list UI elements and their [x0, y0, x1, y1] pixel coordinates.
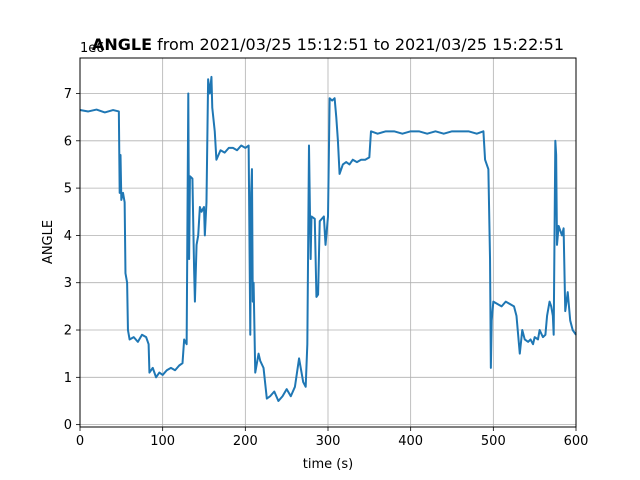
x-tick-label: 0	[76, 434, 84, 449]
y-tick-label: 0	[64, 418, 72, 433]
chart-title-rest: from 2021/03/25 15:12:51 to 2021/03/25 1…	[152, 35, 564, 54]
y-tick-label: 5	[64, 182, 72, 197]
series-line-0	[79, 75, 577, 402]
chart-title: ANGLE from 2021/03/25 15:12:51 to 2021/0…	[92, 35, 564, 54]
x-tick-label: 300	[316, 434, 341, 449]
x-tick-label: 600	[564, 434, 589, 449]
x-tick-label: 100	[150, 434, 175, 449]
y-offset-text: 1e6	[80, 41, 105, 56]
y-tick-label: 2	[64, 324, 72, 339]
grid	[79, 58, 577, 427]
y-tick-label: 1	[64, 371, 72, 386]
ticks: 0 100 200 300 400 500 600 0 1 2 3 4 5 6 7	[64, 87, 589, 449]
chart-title-bold: ANGLE	[92, 35, 152, 54]
x-axis-label: time (s)	[303, 457, 353, 472]
y-tick-label: 4	[64, 229, 72, 244]
x-tick-label: 500	[481, 434, 506, 449]
y-tick-label: 3	[64, 276, 72, 291]
y-tick-label: 7	[64, 87, 72, 102]
x-tick-label: 400	[398, 434, 423, 449]
x-tick-label: 200	[233, 434, 258, 449]
y-axis-label: ANGLE	[41, 220, 56, 264]
y-tick-label: 6	[64, 134, 72, 149]
plot-line-group	[79, 75, 577, 402]
